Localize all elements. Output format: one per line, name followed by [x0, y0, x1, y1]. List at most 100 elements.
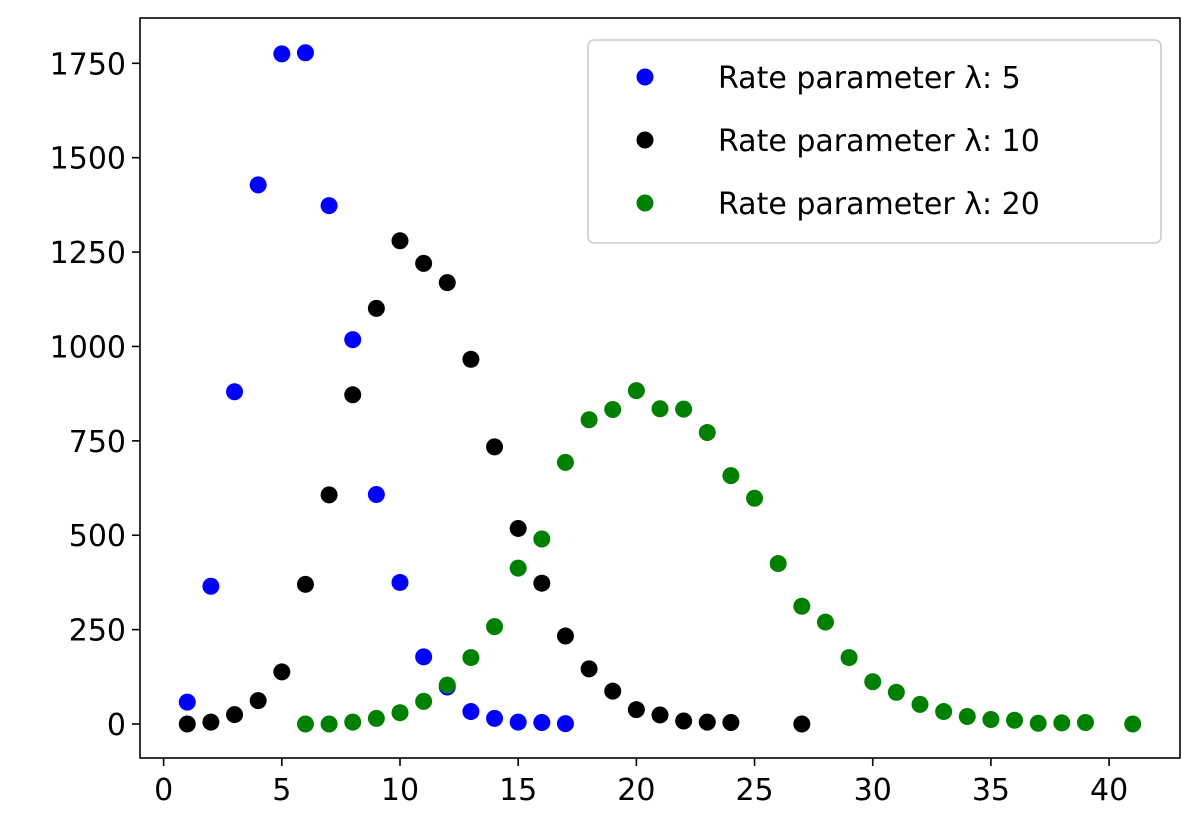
data-point	[556, 715, 574, 733]
x-tick-label: 5	[272, 773, 291, 808]
data-point	[320, 486, 338, 504]
legend-marker	[636, 68, 654, 86]
data-point	[533, 574, 551, 592]
data-point	[486, 618, 504, 636]
data-point	[604, 682, 622, 700]
data-point	[627, 701, 645, 719]
data-point	[320, 197, 338, 215]
data-point	[604, 401, 622, 419]
data-point	[273, 663, 291, 681]
legend-marker	[636, 194, 654, 212]
data-point	[202, 577, 220, 595]
data-point	[367, 709, 385, 727]
data-point	[486, 438, 504, 456]
x-axis: 0 5 10 15 20 25 30 35 40	[154, 758, 1128, 808]
plot-frame	[139, 17, 1181, 759]
data-point	[415, 648, 433, 666]
data-point	[1053, 714, 1071, 732]
data-point	[249, 176, 267, 194]
data-point	[580, 660, 598, 678]
data-point	[462, 649, 480, 667]
data-point	[935, 703, 953, 721]
data-point	[533, 530, 551, 548]
data-point	[556, 627, 574, 645]
data-point	[887, 683, 905, 701]
x-tick-label: 20	[617, 773, 655, 808]
data-point	[226, 383, 244, 401]
data-point	[178, 715, 196, 733]
data-point	[1076, 714, 1094, 732]
data-point	[698, 424, 716, 442]
y-tick-label: 250	[69, 614, 126, 649]
data-point	[746, 489, 764, 507]
data-point	[344, 331, 362, 349]
data-point	[462, 703, 480, 721]
legend-label: Rate parameter λ: 10	[718, 124, 1040, 159]
data-point	[816, 613, 834, 631]
data-point	[391, 573, 409, 591]
data-point	[391, 232, 409, 250]
data-point	[627, 382, 645, 400]
data-point	[651, 706, 669, 724]
data-point	[698, 713, 716, 731]
y-tick-label: 1500	[50, 142, 126, 177]
data-point	[202, 713, 220, 731]
legend-marker	[636, 131, 654, 149]
data-point	[722, 467, 740, 485]
data-point	[1124, 715, 1142, 733]
legend-label: Rate parameter λ: 20	[718, 187, 1040, 222]
data-points	[178, 44, 1142, 733]
data-point	[296, 575, 314, 593]
data-point	[580, 411, 598, 429]
data-point	[509, 519, 527, 537]
data-point	[226, 706, 244, 724]
data-point	[864, 673, 882, 691]
data-point	[367, 485, 385, 503]
data-point	[793, 597, 811, 615]
data-point	[1029, 714, 1047, 732]
x-tick-label: 30	[854, 773, 892, 808]
data-point	[793, 715, 811, 733]
data-point	[509, 559, 527, 577]
data-point	[391, 704, 409, 722]
y-tick-label: 1000	[50, 330, 126, 365]
legend: Rate parameter λ: 5 Rate parameter λ: 10 R…	[587, 39, 1162, 244]
data-point	[296, 44, 314, 62]
data-point	[415, 692, 433, 710]
data-point	[367, 299, 385, 317]
data-point	[462, 350, 480, 368]
x-tick-label: 40	[1090, 773, 1128, 808]
data-point	[344, 386, 362, 404]
data-point	[415, 254, 433, 272]
x-tick-label: 10	[381, 773, 419, 808]
data-point	[911, 695, 929, 713]
x-tick-label: 15	[499, 773, 537, 808]
data-point	[438, 274, 456, 292]
data-point	[840, 649, 858, 667]
data-point	[438, 676, 456, 694]
data-point	[249, 692, 267, 710]
data-point	[533, 714, 551, 732]
data-point	[320, 715, 338, 733]
y-tick-label: 750	[69, 425, 126, 460]
legend-box	[587, 39, 1162, 244]
data-point	[769, 555, 787, 573]
series-3	[296, 382, 1142, 733]
data-point	[958, 707, 976, 725]
y-axis: 0 250 500 750 1000 1250 1500 1750	[50, 47, 140, 743]
data-point	[722, 714, 740, 732]
legend-label: Rate parameter λ: 5	[718, 61, 1021, 96]
x-tick-label: 25	[735, 773, 773, 808]
x-tick-label: 0	[154, 773, 173, 808]
series-2	[178, 232, 811, 733]
data-point	[273, 45, 291, 63]
y-tick-label: 0	[107, 708, 126, 743]
data-point	[509, 713, 527, 731]
data-point	[675, 400, 693, 418]
data-point	[486, 709, 504, 727]
data-point	[982, 710, 1000, 728]
data-point	[675, 712, 693, 730]
y-tick-label: 1750	[50, 47, 126, 82]
data-point	[651, 400, 669, 418]
